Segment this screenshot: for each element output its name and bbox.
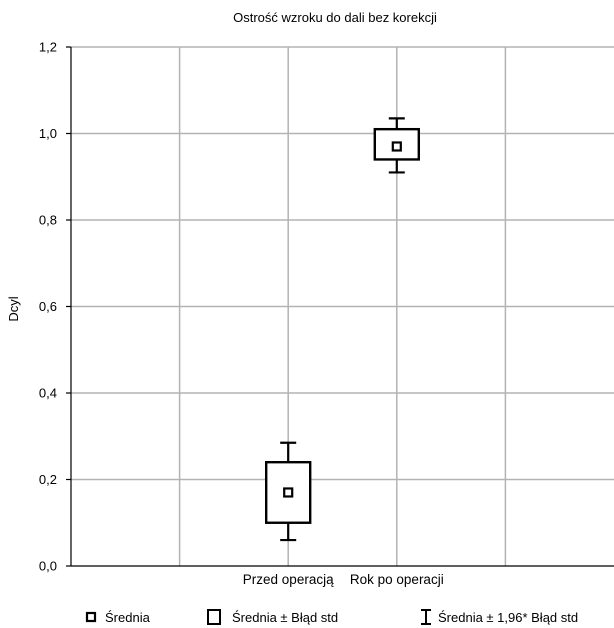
y-tick-labels: 0,0 0,2 0,4 0,6 0,8 1,0 1,2 bbox=[39, 40, 71, 574]
legend-box-icon bbox=[207, 609, 221, 625]
y-axis-label: Dcyl bbox=[6, 296, 21, 321]
y-tick-label: 0,6 bbox=[39, 299, 57, 314]
category-labels: Przed operacją Rok po operacji bbox=[243, 572, 444, 587]
legend-whisker-icon bbox=[421, 609, 431, 625]
y-tick-label: 1,2 bbox=[39, 40, 57, 55]
legend-box-label: Średnia ± Błąd std bbox=[232, 610, 338, 625]
y-tick-label: 0,8 bbox=[39, 213, 57, 228]
grid-lines bbox=[71, 46, 614, 566]
chart-title: Ostrość wzroku do dali bez korekcji bbox=[233, 10, 437, 25]
legend-mean-icon bbox=[85, 611, 97, 623]
legend: Średnia Średnia ± Błąd std Średnia ± 1,9… bbox=[85, 609, 578, 625]
legend-whisker-label: Średnia ± 1,96* Błąd std bbox=[438, 610, 578, 625]
data-marks bbox=[265, 117, 420, 542]
legend-mean-label: Średnia bbox=[105, 610, 151, 625]
category-label: Rok po operacji bbox=[350, 572, 444, 587]
y-tick-label: 0,2 bbox=[39, 472, 57, 487]
mean-marker bbox=[283, 487, 294, 498]
category-label: Przed operacją bbox=[243, 572, 334, 587]
y-tick-label: 0,0 bbox=[39, 559, 57, 574]
y-tick-label: 0,4 bbox=[39, 386, 57, 401]
mean-marker bbox=[391, 141, 402, 152]
y-tick-label: 1,0 bbox=[39, 126, 57, 141]
